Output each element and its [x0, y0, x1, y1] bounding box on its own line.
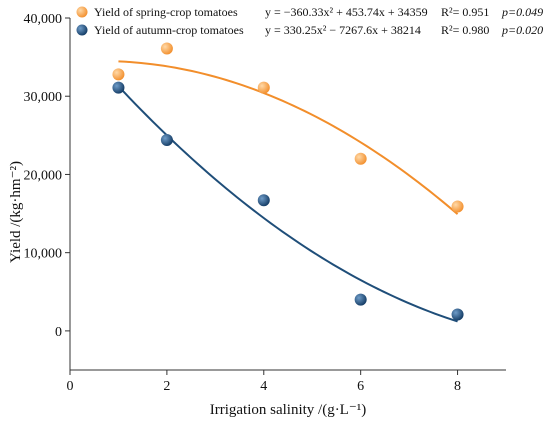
- legend-marker-spring: [76, 6, 88, 18]
- fit-curve-spring: [118, 60, 459, 215]
- p-value-spring: p=0.049: [501, 5, 543, 19]
- data-point-autumn: [160, 134, 173, 147]
- data-point-autumn: [257, 194, 270, 207]
- x-tick-label: 2: [163, 379, 170, 394]
- data-point-spring: [160, 42, 173, 55]
- fit-curves: [117, 60, 459, 323]
- y-axis-ticks: 0 10,000 20,000 30,000 40,000: [24, 12, 70, 340]
- r2-autumn: R²= 0.980: [441, 23, 489, 37]
- legend: Yield of spring-crop tomatoes y = −360.3…: [76, 5, 543, 37]
- y-tick-label: 30,000: [24, 90, 63, 105]
- data-point-autumn: [112, 81, 125, 94]
- data-point-spring: [451, 200, 464, 213]
- legend-marker-autumn: [76, 24, 88, 36]
- x-axis-label: Irrigation salinity /(g·L⁻¹): [210, 402, 367, 418]
- y-tick-label: 10,000: [24, 247, 63, 262]
- equation-autumn: y = 330.25x² − 7267.6x + 38214: [265, 23, 421, 37]
- fit-curve-autumn: [117, 85, 458, 323]
- legend-label-autumn: Yield of autumn-crop tomatoes: [94, 23, 244, 37]
- legend-label-spring: Yield of spring-crop tomatoes: [94, 5, 238, 19]
- data-point-spring: [112, 68, 125, 81]
- data-point-spring: [257, 81, 270, 94]
- y-tick-label: 40,000: [24, 12, 63, 27]
- y-tick-label: 0: [55, 325, 62, 340]
- x-tick-label: 4: [260, 379, 267, 394]
- data-points: [112, 42, 464, 321]
- y-axis-label: Yield /(kg·hm⁻²): [8, 161, 24, 263]
- data-point-autumn: [451, 308, 464, 321]
- r2-spring: R²= 0.951: [441, 5, 489, 19]
- data-point-spring: [354, 152, 367, 165]
- x-tick-label: 6: [357, 379, 364, 394]
- data-point-autumn: [354, 293, 367, 306]
- x-tick-label: 8: [454, 379, 461, 394]
- p-value-autumn: p=0.020: [501, 23, 543, 37]
- x-tick-label: 0: [67, 379, 74, 394]
- equation-spring: y = −360.33x² + 453.74x + 34359: [265, 5, 428, 19]
- x-axis-ticks: 0 2 4 6 8: [67, 370, 461, 394]
- y-tick-label: 20,000: [24, 168, 63, 183]
